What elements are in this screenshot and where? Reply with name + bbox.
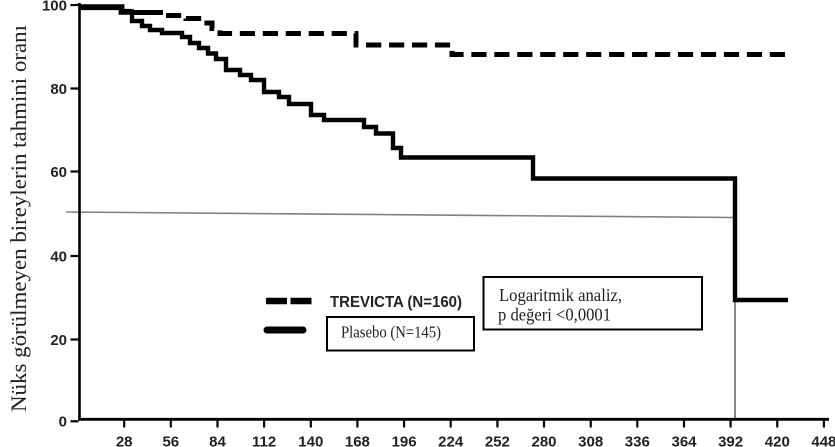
svg-text:448: 448: [811, 434, 835, 447]
svg-text:84: 84: [209, 434, 226, 447]
svg-text:140: 140: [298, 434, 323, 447]
svg-text:420: 420: [765, 434, 790, 447]
svg-text:364: 364: [671, 434, 697, 447]
svg-text:0: 0: [59, 414, 67, 431]
svg-text:Nüks görülmeyen bireylerin tah: Nüks görülmeyen bireylerin tahmini oranı: [6, 25, 31, 412]
svg-text:252: 252: [485, 434, 510, 447]
svg-text:Logaritmik analiz,: Logaritmik analiz,: [499, 285, 622, 305]
svg-text:56: 56: [162, 434, 179, 447]
svg-text:224: 224: [438, 434, 464, 447]
svg-text:80: 80: [50, 81, 67, 98]
svg-text:40: 40: [50, 249, 67, 266]
svg-text:100: 100: [42, 0, 67, 15]
svg-text:280: 280: [531, 434, 556, 447]
svg-text:p değeri <0,0001: p değeri <0,0001: [498, 305, 611, 325]
svg-text:Plasebo (N=145): Plasebo (N=145): [341, 323, 441, 342]
svg-text:112: 112: [252, 434, 276, 447]
svg-text:28: 28: [116, 434, 133, 447]
svg-text:196: 196: [392, 434, 417, 447]
svg-text:392: 392: [718, 434, 743, 447]
svg-text:168: 168: [345, 434, 370, 447]
svg-text:20: 20: [50, 332, 67, 349]
svg-text:308: 308: [578, 434, 603, 447]
svg-text:336: 336: [625, 434, 650, 447]
svg-text:TREVICTA (N=160): TREVICTA (N=160): [330, 294, 462, 311]
svg-text:60: 60: [50, 164, 67, 181]
